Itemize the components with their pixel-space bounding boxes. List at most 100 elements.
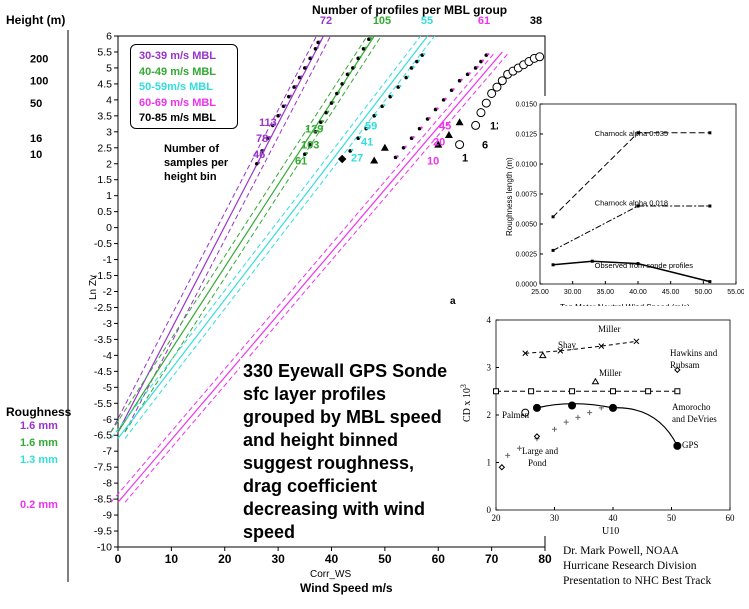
profile-count: 72 [320,15,332,27]
legend: 30-39 m/s MBL 40-49 m/s MBL 50-59m/s MBL 60… [130,44,238,129]
legend-items: 30-39 m/s MBL 40-49 m/s MBL 50-59m/s MBL 60… [131,45,237,127]
miller-label: Miller [598,324,621,334]
y-tick-label: -9 [103,510,112,522]
r-x-tick-label: 30.00 [564,289,582,296]
obs-marker-triangle [444,131,453,139]
obs-point-colored [358,56,362,59]
x-tick-label: 80 [538,552,552,566]
cd-x-tick-label: 20 [492,513,502,523]
samples-note-line-1: Number of [164,143,219,155]
y-tick-label: -5.5 [94,398,112,410]
cd-y-label: CD x 103 [459,384,473,422]
observed-points [254,36,545,166]
cd-x-tick-label: 30 [550,513,560,523]
obs-point-colored [310,142,314,145]
roughness-value: 0.2 mm [20,499,58,511]
y-tick-label: 2 [106,158,112,170]
hawkins-point [533,433,541,440]
profile-count: 61 [478,15,490,27]
y-tick-label: 5 [106,62,112,74]
annotation-line-6: drag coefficient [243,476,378,496]
obs-point-colored [273,123,276,126]
y-tick-label: -8.5 [94,494,112,506]
roughness-inset: 0.0000 0.0025 0.0050 0.0075 0.0100 0.0125 0.01… [498,96,744,314]
roughness-value: 1.6 mm [20,420,58,432]
obs-point-colored [391,94,394,97]
gps-point [532,403,541,412]
miller-label-2: Miller [599,368,622,378]
confidence-line [110,35,368,433]
obs-point-colored [375,113,378,117]
cd-x-label: U10 [602,526,619,537]
obs-point-colored [305,65,309,69]
obs-point-colored [481,59,485,62]
large-pond-point [552,426,557,432]
height-tick: 50 [30,98,42,110]
y-tick-label: -9.5 [94,526,112,538]
hawkins-label: Rubsam [670,360,700,370]
y-tick-label: -2.5 [94,302,112,314]
y-tick-label: 1.5 [97,174,112,186]
y-tick-label: 2.5 [97,142,112,154]
annotation-line-8: speed [243,522,296,542]
large-pond-point [587,410,593,416]
height-tick-labels: 200 100 50 16 10 [30,53,48,161]
confidence-line [124,35,382,433]
amorocho-point [569,388,576,395]
amorocho-point [493,388,499,395]
cd-y-tick-label: 0 [487,505,492,515]
amorocho-label: Amorocho [672,402,711,412]
fit-line [117,35,429,439]
palmen-label: Palmen [502,410,529,420]
y-tick-label: -6.5 [94,430,112,442]
roughness-series-label: Charnock alpha 0.035 [595,129,668,138]
y-tick-label: -1.5 [94,270,112,282]
confidence-line [110,51,496,503]
obs-point-colored [268,136,271,139]
confidence-line [124,35,331,433]
sample-count: 1 [462,152,468,164]
confidence-line [110,35,317,433]
r-x-tick-label: 40.00 [629,289,647,296]
height-tick: 10 [30,149,42,161]
roughness-point [636,262,640,266]
roughness-series-label: Observed from sonde profiles [595,261,694,270]
credit-line-1: Dr. Mark Powell, NOAA [563,545,679,557]
annotation-line-3: grouped by MBL speed [243,407,442,427]
obs-point-colored [412,65,415,69]
y-tick-label: -10 [97,542,112,554]
obs-point [455,140,465,150]
x-tick-label: 70 [485,552,499,566]
annotation-text: 330 Eyewall GPS Sonde sfc layer profiles… [240,358,452,546]
r-y-tick-label: 0.0050 [516,222,538,229]
obs-point-colored [262,148,266,152]
obs-point-colored [396,155,399,158]
obs-marker-diamond [337,154,347,164]
obs-point [497,76,507,86]
obs-point-colored [278,113,282,117]
legend-item: 60-69 m/s MBL [139,96,217,109]
obs-point-colored [326,110,330,113]
r-x-tick-label: 50.00 [695,289,713,296]
sample-count: 78 [256,133,268,145]
profile-count: 38 [530,15,542,27]
amorocho-label: and DeVries [672,414,717,424]
y-tick-label: -7.5 [94,462,112,474]
sample-count: 103 [301,140,319,152]
cd-axes: 0 1 2 3 4 20 30 40 50 60 [487,315,736,523]
obs-point-colored [332,100,335,104]
obs-point-colored [487,52,490,56]
obs-point-colored [436,107,439,110]
annotation-line-4: and height binned [243,430,398,450]
roughness-labels: 1.6 mm 1.6 mm 1.3 mm 0.2 mm [20,420,58,511]
obs-point [476,108,486,118]
obs-point-colored [412,136,415,139]
obs-point-colored [353,65,357,69]
cd-y-tick-label: 2 [487,410,492,420]
obs-point-colored [468,72,471,75]
large-pond-point [563,419,569,425]
shay-point [522,350,529,357]
obs-point-colored [444,97,447,101]
main-y-ticks: -10-9.5-9-8.5-8-7.5-7-6.5-6-5.5-5-4.5-4-… [94,31,118,554]
obs-point-colored [321,120,325,123]
